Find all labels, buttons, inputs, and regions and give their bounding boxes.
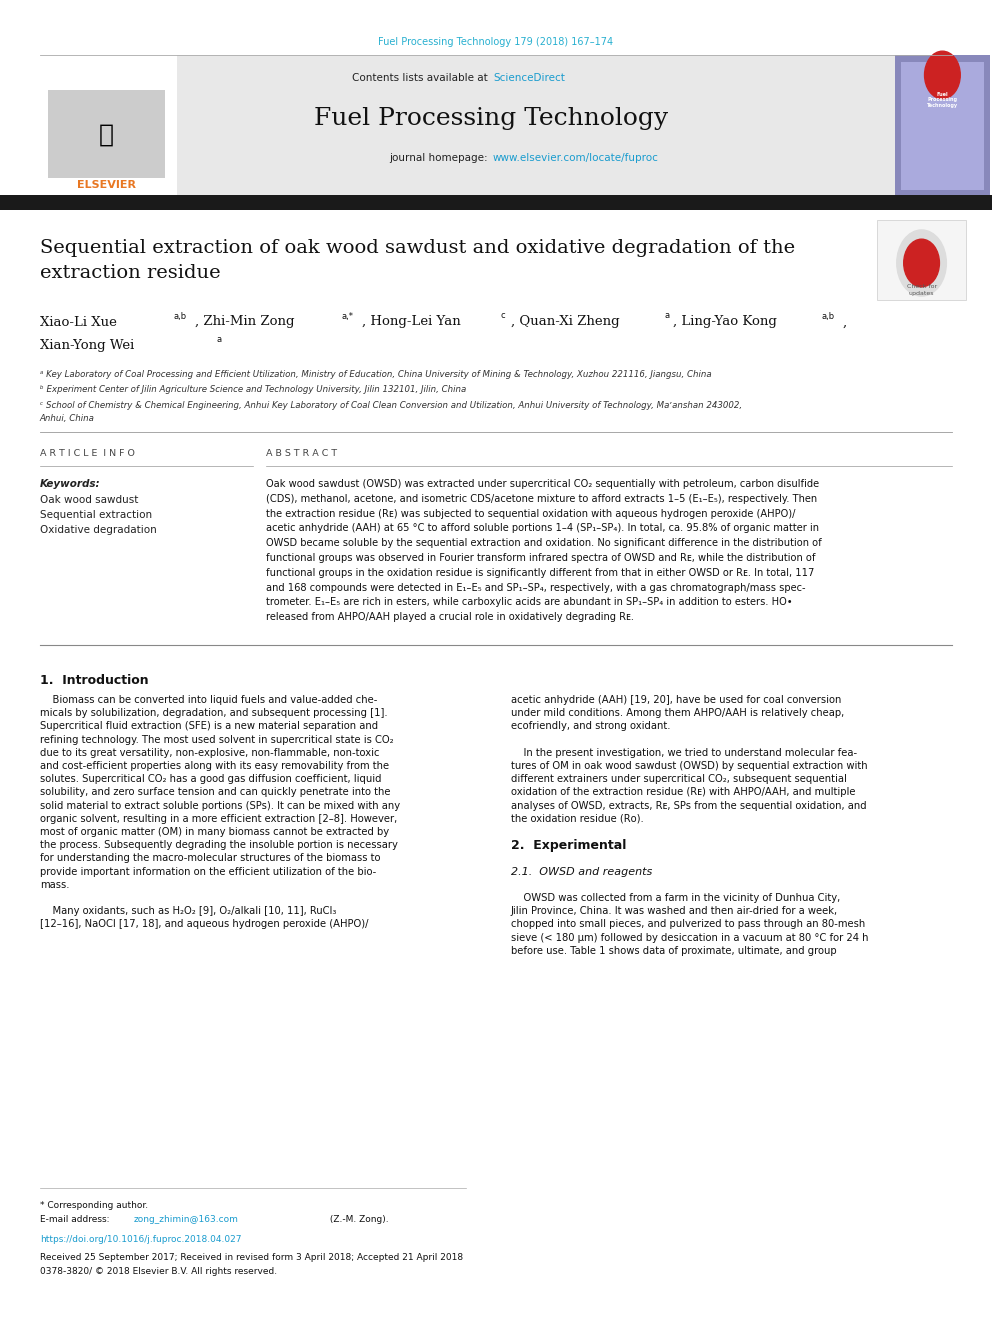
Bar [48,90,165,179]
Text: Anhui, China: Anhui, China [40,414,94,422]
Text: extraction residue: extraction residue [40,265,220,282]
Text: micals by solubilization, degradation, and subsequent processing [1].: micals by solubilization, degradation, a… [40,708,387,718]
Text: a: a [665,311,670,320]
Circle shape [904,239,939,287]
Text: solid material to extract soluble portions (SPs). It can be mixed with any: solid material to extract soluble portio… [40,800,400,811]
Text: Received 25 September 2017; Received in revised form 3 April 2018; Accepted 21 A: Received 25 September 2017; Received in … [40,1253,463,1262]
Text: provide important information on the efficient utilization of the bio-: provide important information on the eff… [40,867,376,877]
Text: analyses of OWSD, extracts, Rᴇ, SPs from the sequential oxidation, and: analyses of OWSD, extracts, Rᴇ, SPs from… [511,800,866,811]
Text: functional groups in the oxidation residue is significantly different from that : functional groups in the oxidation resid… [266,568,814,578]
Text: 0378-3820/ © 2018 Elsevier B.V. All rights reserved.: 0378-3820/ © 2018 Elsevier B.V. All righ… [40,1267,277,1277]
Text: organic solvent, resulting in a more efficient extraction [2–8]. However,: organic solvent, resulting in a more eff… [40,814,397,824]
Text: E-mail address:: E-mail address: [40,1216,112,1225]
Text: [12–16], NaOCl [17, 18], and aqueous hydrogen peroxide (AHPO)/: [12–16], NaOCl [17, 18], and aqueous hyd… [40,919,368,929]
Text: Jilin Province, China. It was washed and then air-dried for a week,: Jilin Province, China. It was washed and… [511,906,838,917]
Text: Xiao-Li Xue: Xiao-Li Xue [40,315,116,328]
Text: the process. Subsequently degrading the insoluble portion is necessary: the process. Subsequently degrading the … [40,840,398,851]
Text: oxidation of the extraction residue (Rᴇ) with AHPO/AAH, and multiple: oxidation of the extraction residue (Rᴇ)… [511,787,855,798]
Text: solubility, and zero surface tension and can quickly penetrate into the: solubility, and zero surface tension and… [40,787,390,798]
Text: ,: , [842,315,846,328]
Text: Check for: Check for [907,284,936,290]
Text: ᵃ Key Laboratory of Coal Processing and Efficient Utilization, Ministry of Educa: ᵃ Key Laboratory of Coal Processing and … [40,370,711,380]
Text: acetic anhydride (AAH) [19, 20], have be used for coal conversion: acetic anhydride (AAH) [19, 20], have be… [511,695,841,705]
Text: functional groups was observed in Fourier transform infrared spectra of OWSD and: functional groups was observed in Fourie… [266,553,815,564]
Text: (CDS), methanol, acetone, and isometric CDS/acetone mixture to afford extracts 1: (CDS), methanol, acetone, and isometric … [266,493,817,504]
Text: different extrainers under supercritical CO₂, subsequent sequential: different extrainers under supercritical… [511,774,847,785]
Text: updates: updates [909,291,934,296]
Text: Oak wood sawdust: Oak wood sawdust [40,495,138,505]
Text: ELSEVIER: ELSEVIER [76,180,136,191]
Text: released from AHPO/AAH played a crucial role in oxidatively degrading Rᴇ.: released from AHPO/AAH played a crucial … [266,613,634,622]
Text: 2.  Experimental: 2. Experimental [511,839,626,852]
Text: OWSD was collected from a farm in the vicinity of Dunhua City,: OWSD was collected from a farm in the vi… [511,893,840,904]
Text: , Hong-Lei Yan: , Hong-Lei Yan [362,315,461,328]
Text: chopped into small pieces, and pulverized to pass through an 80-mesh: chopped into small pieces, and pulverize… [511,919,865,929]
Text: mass.: mass. [40,880,69,890]
Text: Biomass can be converted into liquid fuels and value-added che-: Biomass can be converted into liquid fue… [40,695,377,705]
Text: solutes. Supercritical CO₂ has a good gas diffusion coefficient, liquid: solutes. Supercritical CO₂ has a good ga… [40,774,381,785]
Text: journal homepage:: journal homepage: [389,153,491,163]
Text: Xian-Yong Wei: Xian-Yong Wei [40,339,134,352]
Text: A B S T R A C T: A B S T R A C T [266,448,337,458]
Text: , Ling-Yao Kong: , Ling-Yao Kong [673,315,777,328]
Text: due to its great versatility, non-explosive, non-flammable, non-toxic: due to its great versatility, non-explos… [40,747,379,758]
Text: Fuel
Processing
Technology: Fuel Processing Technology [927,91,958,108]
Text: ScienceDirect: ScienceDirect [493,73,564,83]
Text: a,*: a,* [341,311,353,320]
Text: a,b: a,b [174,311,186,320]
Text: (Z.-M. Zong).: (Z.-M. Zong). [327,1216,389,1225]
Text: https://doi.org/10.1016/j.fuproc.2018.04.027: https://doi.org/10.1016/j.fuproc.2018.04… [40,1236,241,1245]
Bar [40,56,895,197]
Text: under mild conditions. Among them AHPO/AAH is relatively cheap,: under mild conditions. Among them AHPO/A… [511,708,844,718]
Text: OWSD became soluble by the sequential extraction and oxidation. No significant d: OWSD became soluble by the sequential ex… [266,538,821,548]
Circle shape [925,52,960,99]
Text: ᶜ School of Chemistry & Chemical Engineering, Anhui Key Laboratory of Coal Clean: ᶜ School of Chemistry & Chemical Enginee… [40,401,742,410]
Text: Fuel Processing Technology 179 (2018) 167–174: Fuel Processing Technology 179 (2018) 16… [378,37,614,48]
Text: Fuel Processing Technology: Fuel Processing Technology [314,106,668,130]
Text: refining technology. The most used solvent in supercritical state is CO₂: refining technology. The most used solve… [40,734,393,745]
Text: a,b: a,b [821,311,834,320]
Text: most of organic matter (OM) in many biomass cannot be extracted by: most of organic matter (OM) in many biom… [40,827,389,837]
Text: and cost-efficient properties along with its easy removability from the: and cost-efficient properties along with… [40,761,389,771]
Text: zong_zhimin@163.com: zong_zhimin@163.com [134,1216,239,1225]
Text: ᵇ Experiment Center of Jilin Agriculture Science and Technology University, Jili: ᵇ Experiment Center of Jilin Agriculture… [40,385,466,394]
Text: Oxidative degradation: Oxidative degradation [40,525,157,534]
Text: In the present investigation, we tried to understand molecular fea-: In the present investigation, we tried t… [511,747,857,758]
Text: and 168 compounds were detected in E₁–E₅ and SP₁–SP₄, respectively, with a gas c: and 168 compounds were detected in E₁–E₅… [266,582,806,593]
Text: Sequential extraction of oak wood sawdust and oxidative degradation of the: Sequential extraction of oak wood sawdus… [40,239,795,257]
Text: tures of OM in oak wood sawdust (OWSD) by sequential extraction with: tures of OM in oak wood sawdust (OWSD) b… [511,761,868,771]
Text: 2.1.  OWSD and reagents: 2.1. OWSD and reagents [511,867,652,877]
Text: , Quan-Xi Zheng: , Quan-Xi Zheng [511,315,620,328]
Text: Contents lists available at: Contents lists available at [352,73,491,83]
Text: for understanding the macro-molecular structures of the biomass to: for understanding the macro-molecular st… [40,853,380,864]
Text: Many oxidants, such as H₂O₂ [9], O₂/alkali [10, 11], RuCl₃: Many oxidants, such as H₂O₂ [9], O₂/alka… [40,906,336,917]
Bar [0,194,992,210]
Text: ecofriendly, and strong oxidant.: ecofriendly, and strong oxidant. [511,721,671,732]
Text: a: a [216,335,221,344]
Bar [895,56,990,197]
Text: acetic anhydride (AAH) at 65 °C to afford soluble portions 1–4 (SP₁–SP₄). In tot: acetic anhydride (AAH) at 65 °C to affor… [266,524,818,533]
Text: before use. Table 1 shows data of proximate, ultimate, and group: before use. Table 1 shows data of proxim… [511,946,836,955]
Text: the extraction residue (Rᴇ) was subjected to sequential oxidation with aqueous h: the extraction residue (Rᴇ) was subjecte… [266,508,796,519]
Text: * Corresponding author.: * Corresponding author. [40,1201,148,1211]
Text: Oak wood sawdust (OWSD) was extracted under supercritical CO₂ sequentially with : Oak wood sawdust (OWSD) was extracted un… [266,479,819,490]
Text: 🌲: 🌲 [98,123,114,147]
Text: A R T I C L E  I N F O: A R T I C L E I N F O [40,448,135,458]
Text: 1.  Introduction: 1. Introduction [40,673,149,687]
Text: Sequential extraction: Sequential extraction [40,509,152,520]
Text: , Zhi-Min Zong: , Zhi-Min Zong [195,315,295,328]
Text: Keywords:: Keywords: [40,479,100,490]
Text: trometer. E₁–E₅ are rich in esters, while carboxylic acids are abundant in SP₁–S: trometer. E₁–E₅ are rich in esters, whil… [266,598,793,607]
Text: sieve (< 180 μm) followed by desiccation in a vacuum at 80 °C for 24 h: sieve (< 180 μm) followed by desiccation… [511,933,868,942]
Bar [901,62,984,191]
Bar [877,220,966,300]
Text: the oxidation residue (Rᴏ).: the oxidation residue (Rᴏ). [511,814,644,824]
Bar [40,56,177,197]
Text: Supercritical fluid extraction (SFE) is a new material separation and: Supercritical fluid extraction (SFE) is … [40,721,378,732]
Circle shape [897,230,946,296]
Text: www.elsevier.com/locate/fuproc: www.elsevier.com/locate/fuproc [493,153,659,163]
Text: c: c [501,311,506,320]
